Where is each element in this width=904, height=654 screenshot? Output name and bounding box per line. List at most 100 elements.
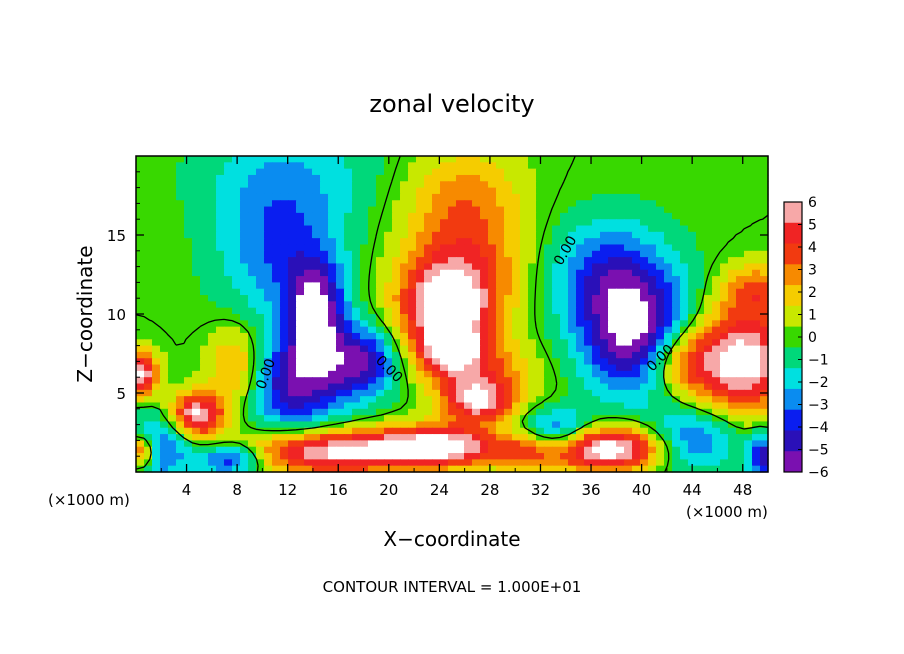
heatmap-cell	[408, 453, 417, 460]
heatmap-cell	[408, 332, 417, 340]
heatmap-cell	[360, 307, 369, 315]
heatmap-cell	[184, 193, 193, 201]
heatmap-cell	[616, 332, 625, 340]
heatmap-cell	[568, 269, 577, 277]
heatmap-cell	[224, 276, 233, 283]
heatmap-cell	[696, 212, 705, 220]
heatmap-cell	[424, 250, 433, 258]
heatmap-cell	[248, 389, 257, 397]
heatmap-cell	[160, 402, 169, 410]
heatmap-cell	[424, 206, 433, 214]
heatmap-cell	[656, 257, 665, 265]
heatmap-cell	[368, 314, 377, 321]
heatmap-cell	[168, 250, 177, 258]
heatmap-cell	[168, 383, 177, 391]
heatmap-cell	[296, 162, 305, 170]
heatmap-cell	[656, 288, 665, 296]
heatmap-cell	[560, 282, 569, 290]
heatmap-cell	[312, 465, 321, 473]
heatmap-cell	[360, 326, 369, 334]
heatmap-cell	[624, 383, 633, 391]
heatmap-cell	[304, 396, 313, 404]
heatmap-cell	[688, 408, 697, 416]
zero-contours	[135, 155, 769, 473]
heatmap-cell	[584, 402, 593, 410]
heatmap-cell	[520, 200, 529, 208]
heatmap-cell	[656, 396, 665, 404]
heatmap-cell	[656, 415, 665, 423]
heatmap-cell	[672, 238, 681, 246]
heatmap-cell	[192, 345, 201, 353]
heatmap-cell	[256, 326, 265, 334]
heatmap-cell	[200, 332, 209, 340]
heatmap-cell	[472, 377, 481, 385]
heatmap-cell	[248, 326, 257, 334]
heatmap-cell	[576, 320, 585, 328]
heatmap-cell	[704, 301, 713, 309]
heatmap-cell	[256, 238, 265, 246]
heatmap-cell	[616, 301, 625, 309]
heatmap-cell	[720, 193, 729, 201]
heatmap-cell	[472, 307, 481, 315]
heatmap-cell	[536, 250, 545, 258]
heatmap-cell	[288, 181, 297, 189]
heatmap-cell	[464, 162, 473, 170]
heatmap-cell	[208, 434, 217, 441]
heatmap-cell	[480, 301, 489, 309]
heatmap-cell	[696, 415, 705, 423]
heatmap-cell	[712, 370, 721, 378]
heatmap-cell	[328, 250, 337, 258]
heatmap-cell	[344, 402, 353, 410]
heatmap-cell	[184, 440, 193, 448]
heatmap-cell	[200, 301, 209, 309]
heatmap-cell	[200, 389, 209, 397]
heatmap-cell	[312, 263, 321, 271]
heatmap-cell	[744, 156, 753, 163]
heatmap-cell	[608, 339, 617, 347]
heatmap-cell	[344, 408, 353, 416]
heatmap-cell	[448, 295, 457, 302]
heatmap-cell	[368, 288, 377, 296]
heatmap-cell	[296, 282, 305, 290]
heatmap-cell	[728, 219, 737, 227]
heatmap-cell	[664, 162, 673, 170]
heatmap-cell	[696, 339, 705, 347]
heatmap-cell	[560, 339, 569, 347]
heatmap-cell	[648, 295, 657, 302]
heatmap-cell	[520, 307, 529, 315]
heatmap-cell	[240, 288, 249, 296]
heatmap-cell	[384, 402, 393, 410]
heatmap-cell	[704, 396, 713, 404]
heatmap-cell	[344, 351, 353, 359]
heatmap-cell	[232, 295, 241, 302]
heatmap-cell	[176, 244, 185, 252]
heatmap-cell	[448, 351, 457, 359]
heatmap-cell	[144, 358, 153, 366]
heatmap-cell	[384, 295, 393, 302]
heatmap-cell	[328, 219, 337, 227]
heatmap-cell	[672, 307, 681, 315]
heatmap-cell	[480, 345, 489, 353]
heatmap-cell	[376, 174, 385, 182]
heatmap-cell	[584, 345, 593, 353]
heatmap-cell	[592, 459, 601, 467]
heatmap-cell	[712, 200, 721, 208]
heatmap-cell	[176, 339, 185, 347]
heatmap-cell	[712, 156, 721, 163]
heatmap-cell	[704, 314, 713, 321]
heatmap-cell	[752, 332, 761, 340]
heatmap-cell	[256, 453, 265, 460]
heatmap-cell	[256, 200, 265, 208]
heatmap-cell	[616, 212, 625, 220]
heatmap-cell	[744, 282, 753, 290]
heatmap-cell	[344, 269, 353, 277]
heatmap-cell	[528, 181, 537, 189]
heatmap-cell	[456, 396, 465, 404]
heatmap-cell	[728, 193, 737, 201]
heatmap-cell	[336, 307, 345, 315]
heatmap-cell	[632, 212, 641, 220]
heatmap-cell	[160, 339, 169, 347]
heatmap-cell	[672, 427, 681, 435]
heatmap-cell	[632, 415, 641, 423]
heatmap-cell	[552, 200, 561, 208]
